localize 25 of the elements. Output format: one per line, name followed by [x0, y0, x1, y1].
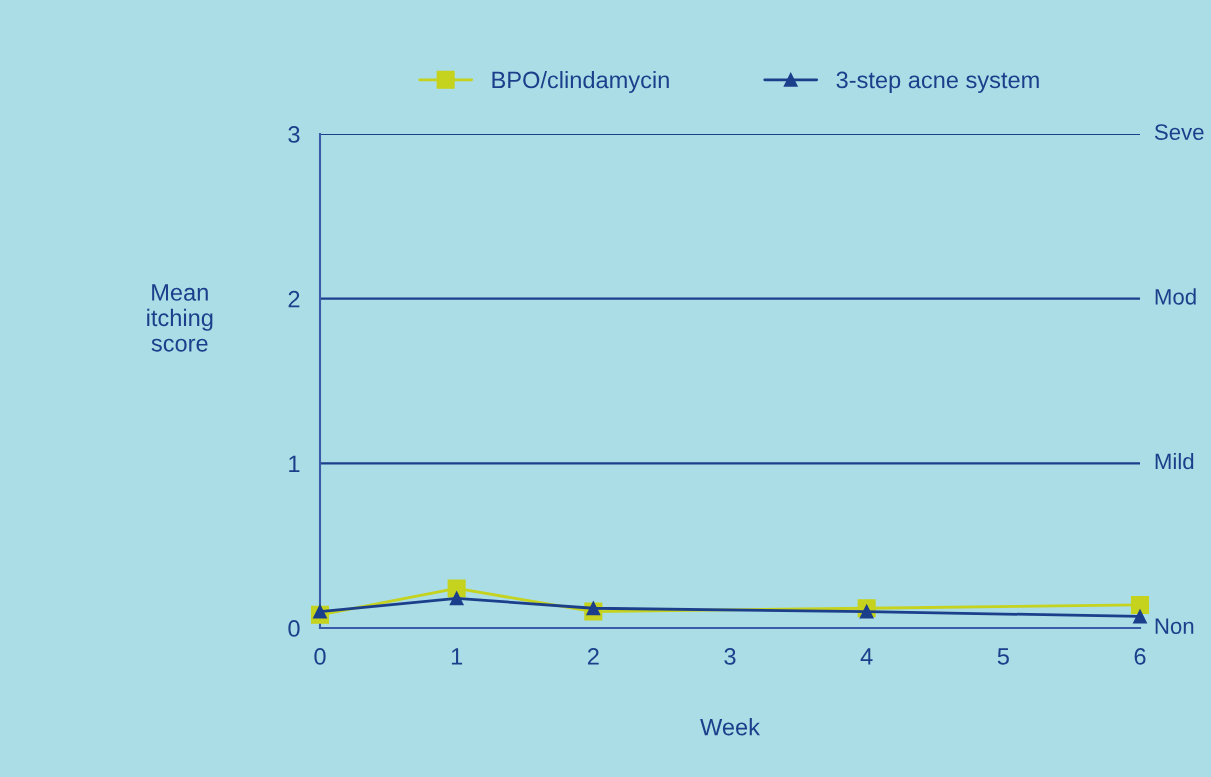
x-tick-label: 3 [724, 648, 736, 665]
x-tick-label: 0 [314, 648, 326, 665]
x-tick-label: 2 [587, 648, 599, 665]
point [586, 601, 601, 616]
point [859, 604, 874, 619]
text: Mild [1155, 452, 1194, 470]
y-tick-label: 3 [288, 126, 300, 143]
point [1130, 595, 1150, 614]
text: Non [1155, 618, 1194, 634]
y-tick-label: 0 [288, 620, 300, 637]
point [447, 579, 466, 598]
x-axis-title: Week [700, 718, 760, 736]
y-axis-title: Mean itching score [147, 284, 213, 352]
legend-label: 3-step acne system [836, 71, 1039, 93]
point [1133, 609, 1147, 624]
y-tick-label: 2 [288, 290, 300, 308]
x-tick-label: 4 [860, 648, 873, 665]
text: Mod [1155, 288, 1196, 305]
x-tick-label: 1 [451, 648, 463, 665]
x-tick-label: 6 [1134, 648, 1146, 665]
x-tick-label: 5 [997, 648, 1009, 665]
legend-label: BPO/clindamycin [492, 70, 669, 93]
y-tick-label: 1 [289, 455, 300, 472]
point [449, 591, 464, 606]
text: Seve [1154, 124, 1204, 140]
